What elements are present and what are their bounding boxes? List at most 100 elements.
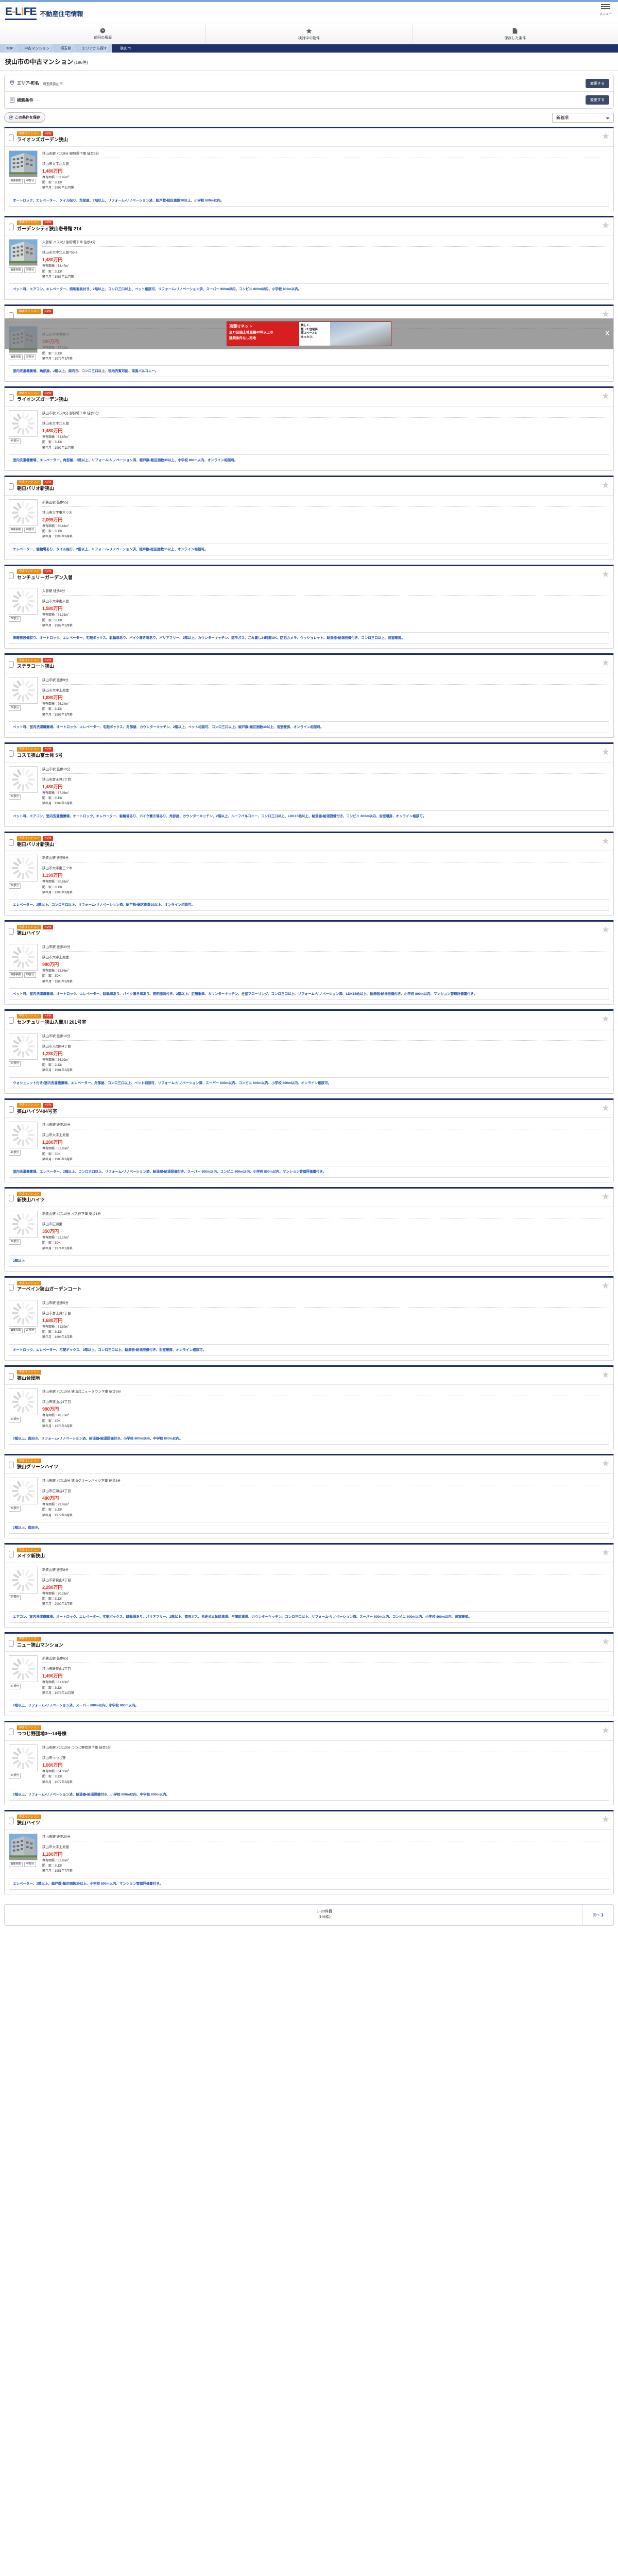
favorite-star-icon[interactable] <box>602 392 609 400</box>
property-card[interactable]: 中古マンション NEW 狭山ハイツ 画像多数 2F部分 狭山市駅 徒歩20分 狭山市大字上奥… <box>4 920 614 1005</box>
property-title-link[interactable]: 狭山グリーンハイツ <box>17 1464 59 1470</box>
property-card[interactable]: 中古マンション アーベイン狭山ガーデンコート 画像多数 2F部分 狭山市駅 徒歩5分 狭山… <box>4 1276 614 1361</box>
favorite-star-icon[interactable] <box>602 1193 609 1201</box>
property-title-link[interactable]: 朝日パリオ新狭山 <box>17 486 55 491</box>
property-select-checkbox[interactable] <box>9 750 14 757</box>
favorite-star-icon[interactable] <box>602 748 609 756</box>
favorite-star-icon[interactable] <box>602 1460 609 1468</box>
property-select-checkbox[interactable] <box>9 839 14 846</box>
property-photo[interactable] <box>9 239 38 266</box>
property-photo[interactable] <box>9 150 38 177</box>
sort-order-select[interactable]: 新着順価格が安い順価格が高い順面積が広い順築年数が新しい順 <box>552 112 614 123</box>
property-photo-loading[interactable] <box>9 1566 38 1594</box>
property-card[interactable]: 中古マンション NEW 狭山ハイツ404号室 4F部分 狭山市駅 徒歩20分 狭山市大字上… <box>4 1098 614 1183</box>
change-condition-button[interactable]: 変更する <box>586 78 609 88</box>
property-select-checkbox[interactable] <box>9 1462 14 1469</box>
favorite-star-icon[interactable] <box>602 1104 609 1112</box>
property-select-checkbox[interactable] <box>9 1639 14 1647</box>
favorite-star-icon[interactable] <box>602 310 609 318</box>
property-card[interactable]: 中古マンション メイツ新狭山 2F部分 新狭山駅 徒歩8分 狭山市新狭山3丁目 2,280… <box>4 1543 614 1628</box>
favorite-star-icon[interactable] <box>602 1638 609 1646</box>
property-title-link[interactable]: 新狭山ハイツ <box>17 1197 45 1203</box>
property-title-link[interactable]: センチュリーガーデン入曽 <box>17 574 73 580</box>
advertisement-banner[interactable]: 京葉リネット 全11区画土地面積49坪以上の 建築条件なし売地 美しく、 整った住宅街庭… <box>227 321 391 347</box>
favorite-star-icon[interactable] <box>602 481 609 489</box>
icon-nav-item-2[interactable]: 保存した条件 <box>413 24 618 44</box>
pagination-next-button[interactable]: 次へ ❯ <box>582 1904 613 1925</box>
favorite-star-icon[interactable] <box>602 659 609 667</box>
property-photo-loading[interactable] <box>9 1122 38 1149</box>
property-title-link[interactable]: ガーデンシティ狭山壱号館 214 <box>17 226 81 231</box>
property-card[interactable]: 中古マンション NEW ライオンズガーデン狭山 4F部分 狭山市駅 バス9分 御狩場下車… <box>4 386 614 471</box>
property-card[interactable]: 中古マンション NEW ガーデンシティ狭山壱号館 214 画像多数 2F部分 入曽駅 バス… <box>4 215 614 300</box>
property-card[interactable]: 中古マンション NEW 朝日パリオ新狭山 2F部分 新狭山駅 徒歩5分 狭山市大字東三ツ木… <box>4 831 614 916</box>
favorite-star-icon[interactable] <box>602 222 609 230</box>
property-select-checkbox[interactable] <box>9 572 14 579</box>
property-title-link[interactable]: ライオンズガーデン狭山 <box>17 397 68 402</box>
property-select-checkbox[interactable] <box>9 1372 14 1380</box>
property-select-checkbox[interactable] <box>9 1551 14 1558</box>
property-title-link[interactable]: センチュリー狭山入間川 201号室 <box>17 1020 87 1025</box>
property-select-checkbox[interactable] <box>9 661 14 668</box>
property-photo-loading[interactable] <box>9 677 38 704</box>
property-select-checkbox[interactable] <box>9 483 14 490</box>
property-title-link[interactable]: 狭山ハイツ <box>17 1820 40 1826</box>
favorite-star-icon[interactable] <box>602 1282 609 1290</box>
property-select-checkbox[interactable] <box>9 223 14 230</box>
property-photo-loading[interactable] <box>9 1211 38 1238</box>
property-title-link[interactable]: 朝日パリオ新狭山 <box>17 841 55 847</box>
property-select-checkbox[interactable] <box>9 1284 14 1291</box>
property-title-link[interactable]: メイツ新狭山 <box>17 1553 45 1559</box>
property-select-checkbox[interactable] <box>9 1106 14 1113</box>
property-select-checkbox[interactable] <box>9 928 14 935</box>
property-photo-loading[interactable] <box>9 855 38 882</box>
property-photo-loading[interactable] <box>9 1299 38 1327</box>
property-photo-loading[interactable] <box>9 1478 38 1505</box>
property-photo-loading[interactable] <box>9 1655 38 1683</box>
property-photo-loading[interactable] <box>9 588 38 615</box>
favorite-star-icon[interactable] <box>602 1726 609 1735</box>
property-card[interactable]: 中古マンション 狭山グリーンハイツ 2F部分 狭山市駅 バス15分 狭山グリーンハイツ… <box>4 1454 614 1539</box>
favorite-star-icon[interactable] <box>602 1549 609 1557</box>
breadcrumb-item-2[interactable]: 埼玉県 <box>54 44 76 53</box>
breadcrumb-item-3[interactable]: エリアから探す <box>76 44 112 53</box>
favorite-star-icon[interactable] <box>602 570 609 579</box>
property-title-link[interactable]: ライオンズガーデン狭山 <box>17 137 68 143</box>
property-select-checkbox[interactable] <box>9 394 14 401</box>
property-title-link[interactable]: ステラコート狭山 <box>17 664 55 669</box>
property-card[interactable]: 中古マンション NEW ライオンズガーデン狭山 画像多数 4F部分 狭山市駅 バス9分 御… <box>4 127 614 211</box>
favorite-star-icon[interactable] <box>602 1371 609 1379</box>
breadcrumb-item-0[interactable]: TOP <box>0 44 19 53</box>
property-title-link[interactable]: つつじ野団地3～14号棟 <box>17 1731 67 1737</box>
change-condition-button[interactable]: 変更する <box>586 95 609 105</box>
property-select-checkbox[interactable] <box>9 1818 14 1825</box>
property-card[interactable]: 中古マンション NEW センチュリーガーデン入曽 2F部分 入曽駅 徒歩8分 狭山市大字南… <box>4 564 614 649</box>
property-photo-loading[interactable] <box>9 499 38 526</box>
property-select-checkbox[interactable] <box>9 1195 14 1202</box>
property-select-checkbox[interactable] <box>9 134 14 141</box>
property-title-link[interactable]: 狭山ハイツ <box>17 930 40 936</box>
property-card[interactable]: 中古マンション つつじ野団地3～14号棟 2F部分 狭山市駅 バス10分 つつじ野団地… <box>4 1721 614 1806</box>
property-photo-loading[interactable] <box>9 944 38 971</box>
property-title-link[interactable]: アーベイン狭山ガーデンコート <box>17 1286 82 1292</box>
property-card[interactable]: 中古マンション ニュー狭山マンション 2F部分 新狭山駅 徒歩6分 狭山市新狭山1丁目 1… <box>4 1632 614 1717</box>
favorite-star-icon[interactable] <box>602 132 609 141</box>
property-title-link[interactable]: ニュー狭山マンション <box>17 1642 64 1648</box>
icon-nav-item-1[interactable]: 検討中の物件 <box>206 24 413 44</box>
site-logo[interactable]: E-LIFE 不動産住宅情報 <box>5 6 83 20</box>
property-card[interactable]: 中古マンション NEW センチュリー狭山入間川 201号室 2F部分 狭山市駅 徒歩10… <box>4 1009 614 1094</box>
favorite-star-icon[interactable] <box>602 1015 609 1023</box>
favorite-star-icon[interactable] <box>602 1816 609 1824</box>
property-photo-loading[interactable] <box>9 1744 38 1772</box>
property-card[interactable]: 中古マンション 狭山ハイツ 画像多数 4F部分 狭山市駅 徒歩20分 狭山市大字上奥富 1,… <box>4 1810 614 1894</box>
favorite-star-icon[interactable] <box>602 837 609 845</box>
property-photo-loading[interactable] <box>9 410 38 437</box>
property-card[interactable]: 中古マンション NEW コスモ狭山富士見 5号 2F部分 狭山市駅 徒歩10分 狭山市富士… <box>4 742 614 827</box>
property-card[interactable]: 中古マンション NEW ステラコート狭山 2F部分 狭山市駅 徒歩9分 狭山市大字上奥富 1… <box>4 653 614 738</box>
property-select-checkbox[interactable] <box>9 1728 14 1736</box>
hamburger-menu-button[interactable]: メニュー <box>598 4 613 16</box>
save-condition-button[interactable]: この条件を保存 <box>4 112 45 123</box>
property-photo-loading[interactable] <box>9 766 38 793</box>
property-photo[interactable] <box>9 1833 38 1860</box>
breadcrumb-item-1[interactable]: 中古マンション <box>18 44 55 53</box>
